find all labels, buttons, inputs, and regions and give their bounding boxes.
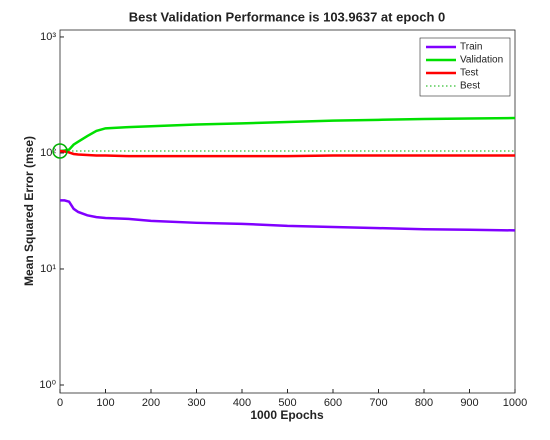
- x-tick-label: 0: [57, 397, 63, 409]
- legend-text: Train: [460, 42, 482, 53]
- x-tick-label: 600: [324, 397, 342, 409]
- y-tick-label: 10⁰: [39, 379, 56, 391]
- series-line: [59, 149, 515, 158]
- chart-title: Best Validation Performance is 103.9637 …: [129, 9, 445, 24]
- y-tick-label: 10¹: [40, 263, 56, 275]
- x-tick-label: 700: [369, 397, 387, 409]
- series-line: [59, 116, 516, 153]
- x-tick-label: 200: [142, 397, 160, 409]
- series-line: [60, 199, 516, 232]
- legend-text: Validation: [460, 55, 503, 66]
- x-tick-label: 500: [278, 397, 296, 409]
- y-tick-label: 10²: [40, 147, 56, 159]
- x-tick-label: 100: [96, 397, 114, 409]
- x-axis-label: 1000 Epochs: [250, 408, 324, 422]
- legend-text: Test: [460, 68, 479, 79]
- legend-text: Best: [460, 81, 480, 92]
- y-tick-label: 10³: [40, 31, 56, 43]
- y-axis-label: Mean Squared Error (mse): [22, 136, 36, 286]
- x-tick-label: 300: [187, 397, 205, 409]
- x-tick-label: 900: [460, 397, 478, 409]
- x-tick-label: 800: [415, 397, 433, 409]
- best-marker: [52, 143, 68, 159]
- x-tick-label: 1000: [503, 397, 527, 409]
- x-tick-label: 400: [233, 397, 251, 409]
